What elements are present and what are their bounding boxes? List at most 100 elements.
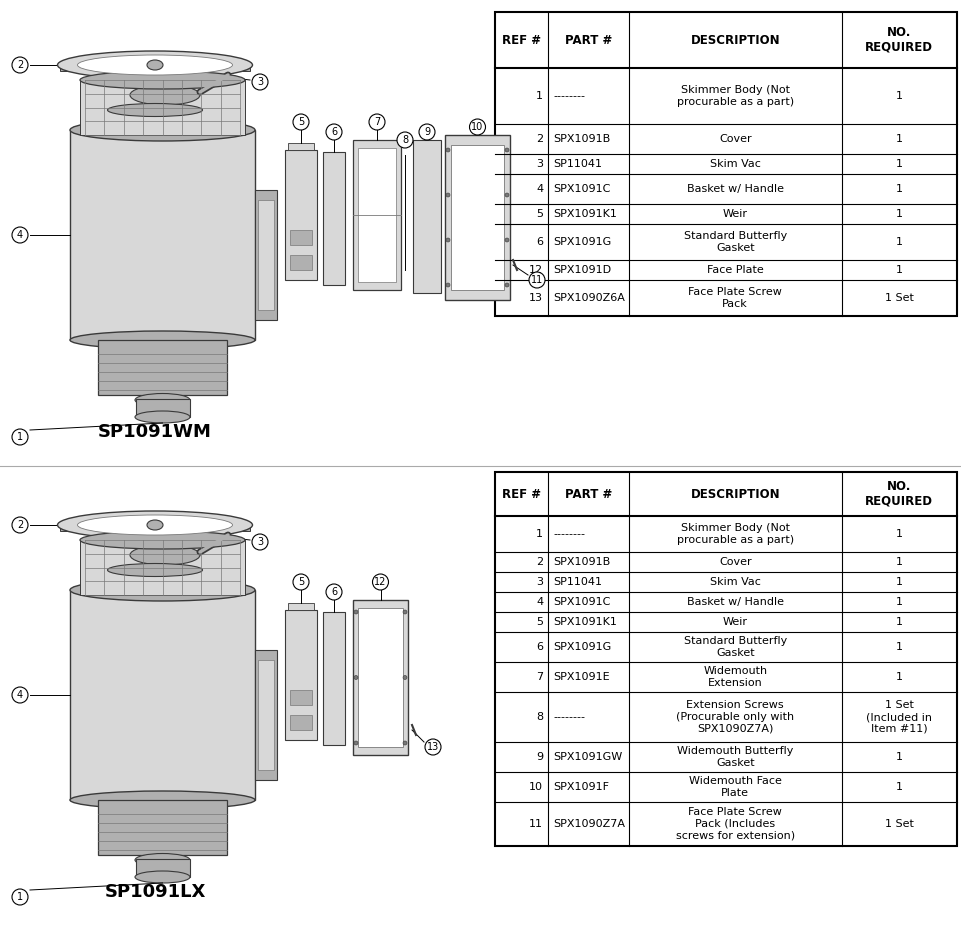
Text: SPX1091GW: SPX1091GW [554, 752, 623, 762]
Text: 1: 1 [896, 557, 902, 567]
Text: 1: 1 [17, 892, 23, 902]
Circle shape [252, 74, 268, 90]
Text: Widemouth
Extension: Widemouth Extension [703, 666, 767, 688]
Bar [258, 200, 274, 310]
Text: 4: 4 [536, 597, 543, 607]
Bar [413, 140, 441, 293]
Text: 6: 6 [331, 587, 337, 597]
Text: 5: 5 [298, 117, 304, 127]
Text: 3: 3 [536, 159, 543, 169]
Text: 1: 1 [896, 134, 902, 144]
Bar [255, 650, 277, 780]
Text: 1: 1 [896, 91, 902, 101]
Ellipse shape [70, 791, 255, 809]
Bar [290, 255, 312, 270]
Text: 6: 6 [536, 642, 543, 652]
Text: SPX1091K1: SPX1091K1 [554, 617, 617, 627]
Text: SPX1091B: SPX1091B [554, 557, 610, 567]
Text: 4: 4 [17, 690, 23, 700]
Bar [98, 800, 227, 855]
Text: 1: 1 [536, 91, 543, 101]
Text: 2: 2 [536, 557, 543, 567]
Text: 1: 1 [896, 617, 902, 627]
Text: 12: 12 [375, 577, 386, 587]
Ellipse shape [403, 610, 407, 614]
Bar [136, 399, 189, 417]
Bar [285, 150, 317, 280]
Text: 1 Set
(Included in
Item #11): 1 Set (Included in Item #11) [866, 701, 932, 733]
Ellipse shape [446, 238, 450, 242]
Bar [358, 148, 396, 282]
Bar [108, 569, 203, 578]
Circle shape [529, 272, 545, 288]
Text: SPX1091E: SPX1091E [554, 672, 610, 682]
Ellipse shape [135, 871, 190, 883]
Circle shape [326, 124, 342, 140]
Text: 9: 9 [424, 127, 431, 137]
Text: --------: -------- [554, 529, 585, 539]
Bar [285, 610, 317, 740]
Bar [98, 340, 227, 395]
Text: 1: 1 [536, 529, 543, 539]
Text: 1: 1 [896, 672, 902, 682]
Bar [130, 92, 200, 105]
Text: PART #: PART # [565, 34, 612, 47]
Ellipse shape [147, 520, 163, 530]
Text: NO.
REQUIRED: NO. REQUIRED [865, 26, 933, 54]
Text: 1: 1 [17, 432, 23, 442]
Text: Face Plate Screw
Pack (Includes
screws for extension): Face Plate Screw Pack (Includes screws f… [676, 807, 795, 841]
Text: Widemouth Face
Plate: Widemouth Face Plate [689, 776, 781, 798]
Ellipse shape [58, 511, 253, 539]
Text: Face Plate: Face Plate [707, 265, 764, 275]
Ellipse shape [130, 545, 200, 565]
Bar [353, 600, 408, 755]
Bar [108, 109, 203, 118]
Text: 5: 5 [298, 577, 304, 587]
Ellipse shape [446, 193, 450, 197]
Circle shape [12, 227, 28, 243]
Text: SPX1091D: SPX1091D [554, 265, 611, 275]
Ellipse shape [505, 148, 509, 152]
Text: 4: 4 [536, 184, 543, 194]
Text: 12: 12 [529, 265, 543, 275]
Text: REF #: REF # [502, 487, 541, 500]
Ellipse shape [135, 854, 190, 867]
Circle shape [326, 584, 342, 600]
Bar [60, 63, 250, 71]
Text: 1: 1 [896, 184, 902, 194]
Text: 1 Set: 1 Set [885, 819, 914, 829]
Ellipse shape [446, 283, 450, 287]
Text: 1: 1 [896, 597, 902, 607]
Circle shape [397, 132, 413, 148]
Ellipse shape [78, 55, 233, 75]
Bar [495, 12, 957, 316]
Circle shape [12, 687, 28, 703]
Text: SP1091LX: SP1091LX [105, 883, 206, 901]
Ellipse shape [354, 741, 358, 745]
Text: 7: 7 [536, 672, 543, 682]
Text: 1: 1 [896, 529, 902, 539]
Ellipse shape [135, 393, 190, 406]
Text: 3: 3 [536, 577, 543, 587]
Ellipse shape [108, 564, 203, 577]
Text: 3: 3 [257, 537, 263, 547]
Text: 7: 7 [374, 117, 381, 127]
Text: SPX1091G: SPX1091G [554, 642, 611, 652]
Ellipse shape [147, 60, 163, 70]
Text: SPX1091K1: SPX1091K1 [554, 209, 617, 219]
Bar [353, 140, 401, 290]
Ellipse shape [70, 331, 255, 349]
Text: PART #: PART # [565, 487, 612, 500]
Bar [451, 145, 504, 290]
Bar [290, 690, 312, 705]
Text: 11: 11 [530, 819, 543, 829]
Text: 1: 1 [896, 642, 902, 652]
Text: Face Plate Screw
Pack: Face Plate Screw Pack [688, 287, 782, 308]
Text: 8: 8 [536, 712, 543, 722]
Text: SPX1090Z6A: SPX1090Z6A [554, 293, 625, 303]
Text: Standard Butterfly
Gasket: Standard Butterfly Gasket [683, 231, 787, 253]
Text: 8: 8 [402, 135, 408, 145]
Bar [130, 552, 200, 565]
Text: SPX1091C: SPX1091C [554, 597, 610, 607]
Text: 10: 10 [530, 782, 543, 792]
